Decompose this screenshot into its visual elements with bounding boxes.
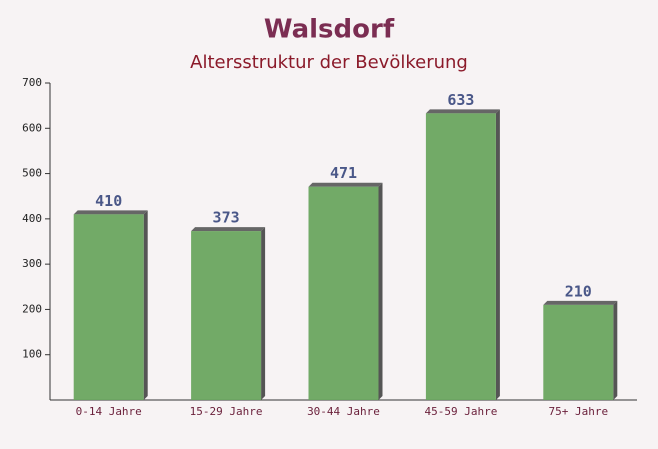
bar-top <box>543 300 618 305</box>
bar <box>73 214 144 400</box>
bar-top <box>191 227 266 232</box>
value-label: 633 <box>447 91 474 109</box>
bar <box>543 304 614 400</box>
value-label: 373 <box>213 209 240 227</box>
y-tick-label: 600 <box>22 121 42 134</box>
y-tick-label: 300 <box>22 257 42 270</box>
y-tick-label: 200 <box>22 302 42 315</box>
chart-subtitle: Altersstruktur der Bevölkerung <box>190 52 468 73</box>
bar-shadow <box>495 109 500 400</box>
bar-shadow <box>378 182 383 400</box>
x-tick-label: 30-44 Jahre <box>307 405 380 418</box>
bar-top <box>425 109 500 114</box>
y-tick-label: 500 <box>22 167 42 180</box>
bar-shadow <box>143 210 148 400</box>
value-label: 471 <box>330 164 357 182</box>
bar-shadow <box>613 300 618 400</box>
bar <box>425 113 496 400</box>
chart-title: Walsdorf <box>264 15 395 45</box>
x-tick-label: 45-59 Jahre <box>424 405 497 418</box>
bar-top <box>308 182 383 187</box>
y-tick-label: 400 <box>22 212 42 225</box>
y-tick-label: 700 <box>22 76 42 89</box>
y-tick-label: 100 <box>22 348 42 361</box>
bar-top <box>73 210 148 215</box>
x-tick-label: 75+ Jahre <box>548 405 608 418</box>
x-tick-label: 15-29 Jahre <box>190 405 263 418</box>
bar <box>308 186 379 400</box>
bar <box>191 231 262 400</box>
bar-shadow <box>261 227 266 400</box>
value-label: 210 <box>565 282 592 300</box>
value-label: 410 <box>95 192 122 210</box>
x-tick-label: 0-14 Jahre <box>76 405 142 418</box>
